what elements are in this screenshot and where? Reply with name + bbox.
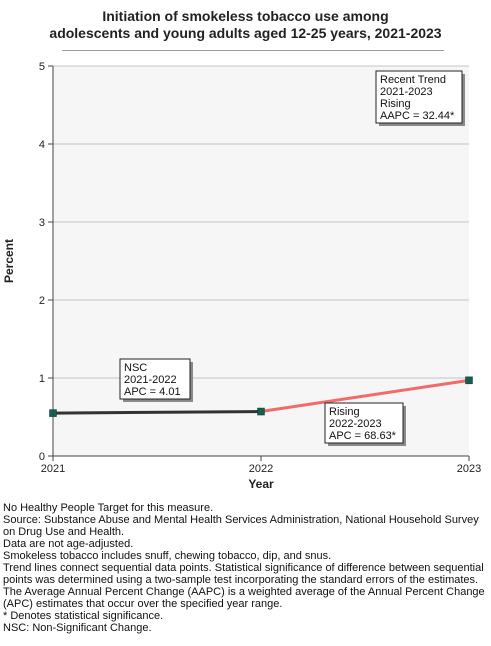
box-frame — [119, 358, 191, 400]
data-point[interactable] — [49, 409, 57, 417]
box-text: 2022-2023 — [329, 418, 382, 430]
x-tick-label: 2023 — [457, 463, 481, 475]
footnote-line: Smokeless tobacco includes snuff, chewin… — [3, 550, 332, 562]
footnote-line: No Healthy People Target for this measur… — [3, 502, 214, 514]
chart-svg: 0 1 2 3 4 5 2021 2022 2023 Year Percent Recent … — [2, 61, 481, 491]
box-text: Rising — [380, 98, 411, 110]
chart-title: Initiation of smokeless tobacco use amon… — [0, 8, 491, 42]
data-point[interactable] — [465, 376, 473, 385]
box-text: NSC — [124, 362, 147, 374]
box-text: 2021-2022 — [124, 374, 177, 386]
footnote-line: NSC: Non-Significant Change. — [3, 622, 152, 634]
trend-segment — [259, 378, 471, 414]
series-segments — [51, 378, 471, 415]
footnote-line: Trend lines connect sequential data poin… — [3, 562, 484, 586]
x-tick-label: 2021 — [41, 463, 65, 475]
y-tick-labels: 0 1 2 3 4 5 — [39, 61, 53, 463]
box-text: Rising — [329, 406, 360, 418]
title-divider — [62, 50, 444, 51]
y-tick-label: 1 — [39, 373, 45, 385]
box-text: APC = 4.01 — [124, 386, 181, 398]
y-tick-label: 3 — [39, 217, 45, 229]
series-markers — [49, 376, 473, 417]
box-frame — [375, 70, 463, 124]
y-tick-label: 0 — [39, 451, 45, 463]
box-frame — [324, 402, 404, 444]
box-text: 2021-2023 — [380, 86, 433, 98]
footnote-line: Data are not age-adjusted. — [3, 538, 134, 550]
footnote-line: * Denotes statistical significance. — [3, 610, 164, 622]
footnotes: No Healthy People Target for this measur… — [3, 502, 491, 634]
box-text: APC = 68.63* — [329, 430, 397, 442]
chart-title-line-1: Initiation of smokeless tobacco use amon… — [102, 8, 389, 24]
grid-lines — [53, 65, 469, 379]
x-axis-label: Year — [248, 477, 274, 491]
y-tick-label: 4 — [39, 139, 45, 151]
y-axis-label: Percent — [2, 239, 16, 283]
box-text: AAPC = 32.44* — [380, 110, 455, 122]
box-text: Recent Trend — [380, 74, 446, 86]
y-tick-label: 5 — [39, 61, 45, 73]
x-tick-label: 2022 — [249, 463, 273, 475]
chart-title-line-2: adolescents and young adults aged 12-25 … — [49, 25, 442, 41]
footnote-line: The Average Annual Percent Change (AAPC)… — [3, 586, 485, 610]
footnote-line: Source: Substance Abuse and Mental Healt… — [3, 514, 479, 538]
data-point[interactable] — [257, 407, 265, 416]
y-tick-label: 2 — [39, 295, 45, 307]
x-tick-labels: 2021 2022 2023 — [41, 456, 481, 475]
trend-segment — [51, 410, 263, 415]
